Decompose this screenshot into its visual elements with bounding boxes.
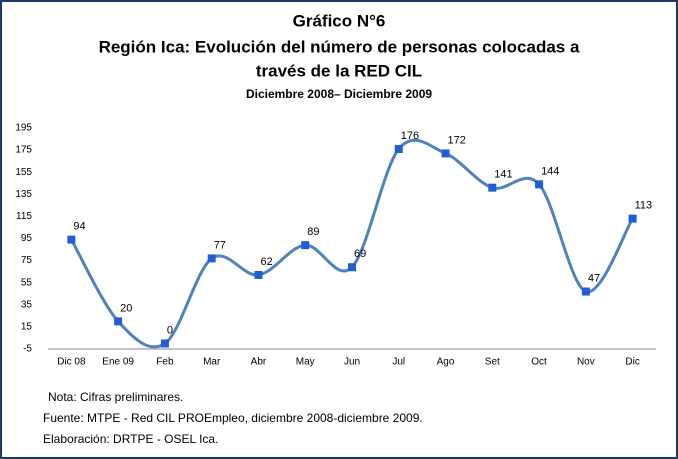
y-tick-label: 135 (15, 189, 32, 200)
data-label: 141 (494, 169, 512, 181)
y-tick-label: 55 (21, 277, 33, 288)
x-tick-label: Dic (625, 357, 639, 368)
y-tick-label: 195 (15, 123, 32, 134)
marker (160, 339, 169, 348)
marker (114, 317, 123, 326)
marker (67, 235, 76, 244)
data-label: 172 (448, 134, 466, 146)
x-tick-label: May (296, 357, 315, 368)
x-tick-label: Dic 08 (57, 357, 86, 368)
note: Elaboración: DRTPE - OSEL Ica. (43, 432, 218, 446)
y-tick-label: 75 (21, 255, 33, 266)
data-label: 144 (541, 165, 559, 177)
x-tick-label: Jun (344, 357, 360, 368)
marker (535, 180, 544, 189)
data-label: 176 (401, 130, 419, 142)
chart-subtitle: Diciembre 2008– Diciembre 2009 (246, 87, 432, 101)
data-label: 20 (120, 302, 132, 314)
y-tick-label: 95 (21, 233, 33, 244)
y-tick-label: -5 (23, 344, 32, 355)
note: Nota: Cifras preliminares. (48, 390, 183, 404)
marker (394, 144, 403, 153)
data-label: 62 (260, 256, 272, 268)
x-tick-label: Jul (392, 357, 405, 368)
data-label: 89 (307, 226, 319, 238)
data-label: 47 (588, 272, 600, 284)
y-tick-label: 115 (16, 211, 32, 222)
data-label: 69 (354, 248, 366, 260)
data-label: 113 (635, 200, 653, 212)
marker (628, 214, 637, 223)
x-tick-label: Nov (577, 357, 595, 368)
y-tick-label: 35 (21, 299, 33, 310)
marker (207, 254, 216, 263)
y-tick-label: 15 (21, 322, 33, 333)
data-label: 77 (214, 239, 226, 251)
chart-title: través de la RED CIL (256, 61, 422, 80)
marker (301, 241, 310, 250)
marker (348, 263, 356, 272)
chart-title: Región Ica: Evolución del número de pers… (99, 37, 580, 56)
x-tick-label: Ene 09 (102, 357, 134, 368)
x-tick-label: Feb (156, 357, 174, 368)
data-label: 94 (73, 221, 85, 233)
marker (441, 149, 450, 158)
marker (488, 183, 497, 192)
x-tick-label: Mar (203, 357, 221, 368)
y-tick-label: 175 (15, 145, 32, 156)
marker (254, 270, 263, 279)
x-tick-label: Abr (251, 357, 267, 368)
x-tick-label: Set (485, 357, 500, 368)
marker (581, 287, 590, 296)
x-tick-label: Ago (437, 357, 455, 368)
chart-title: Gráfico N°6 (293, 11, 386, 30)
x-tick-label: Oct (531, 357, 547, 368)
data-label: 0 (167, 324, 173, 336)
y-tick-label: 155 (15, 167, 32, 178)
note: Fuente: MTPE - Red CIL PROEmpleo, diciem… (43, 411, 423, 425)
